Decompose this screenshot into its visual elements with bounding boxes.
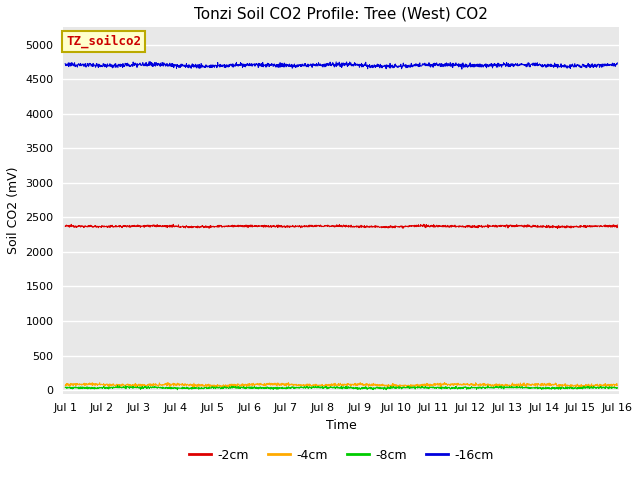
Y-axis label: Soil CO2 (mV): Soil CO2 (mV)	[7, 167, 20, 254]
Legend: -2cm, -4cm, -8cm, -16cm: -2cm, -4cm, -8cm, -16cm	[184, 444, 499, 467]
X-axis label: Time: Time	[326, 419, 356, 432]
Text: TZ_soilco2: TZ_soilco2	[66, 35, 141, 48]
Title: Tonzi Soil CO2 Profile: Tree (West) CO2: Tonzi Soil CO2 Profile: Tree (West) CO2	[195, 7, 488, 22]
